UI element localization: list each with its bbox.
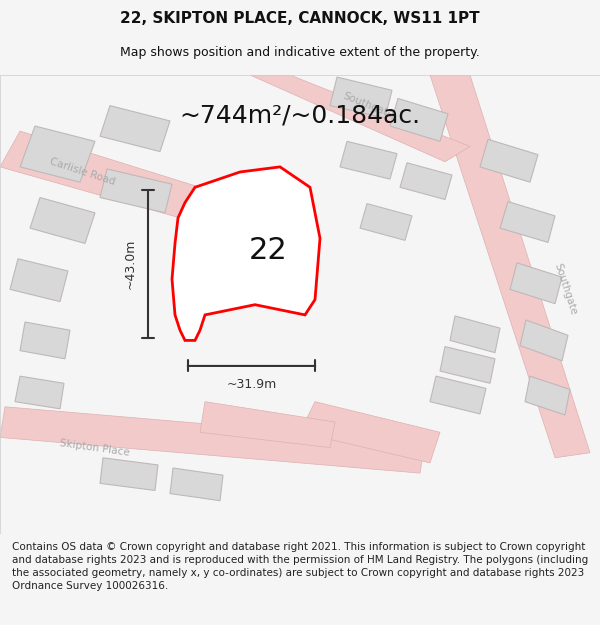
Polygon shape (30, 198, 95, 243)
Polygon shape (390, 99, 448, 141)
Polygon shape (450, 316, 500, 352)
Polygon shape (172, 167, 320, 341)
Polygon shape (200, 402, 335, 448)
Polygon shape (180, 188, 275, 238)
Polygon shape (215, 182, 265, 238)
Text: Contains OS data © Crown copyright and database right 2021. This information is : Contains OS data © Crown copyright and d… (12, 542, 588, 591)
Polygon shape (0, 131, 200, 218)
Polygon shape (480, 139, 538, 182)
Text: Map shows position and indicative extent of the property.: Map shows position and indicative extent… (120, 46, 480, 59)
Polygon shape (360, 204, 412, 241)
Text: 22, SKIPTON PLACE, CANNOCK, WS11 1PT: 22, SKIPTON PLACE, CANNOCK, WS11 1PT (120, 11, 480, 26)
Text: ~43.0m: ~43.0m (124, 239, 137, 289)
Polygon shape (100, 458, 158, 491)
Polygon shape (500, 202, 555, 242)
Polygon shape (0, 407, 425, 473)
Text: Carlisle Road: Carlisle Road (48, 157, 116, 188)
Polygon shape (215, 251, 270, 302)
Text: Skipton Place: Skipton Place (59, 438, 131, 458)
Polygon shape (330, 77, 392, 118)
Polygon shape (340, 141, 397, 179)
Polygon shape (20, 126, 95, 182)
Polygon shape (10, 259, 68, 302)
Polygon shape (170, 468, 223, 501)
Polygon shape (510, 263, 562, 304)
Polygon shape (15, 376, 64, 409)
Text: 22: 22 (248, 236, 287, 265)
Polygon shape (525, 376, 570, 415)
Text: ~744m²/~0.184ac.: ~744m²/~0.184ac. (179, 104, 421, 128)
Text: ~31.9m: ~31.9m (226, 378, 277, 391)
Polygon shape (100, 106, 170, 151)
Polygon shape (250, 75, 470, 162)
Polygon shape (430, 75, 590, 458)
Polygon shape (20, 322, 70, 359)
Text: Southgate: Southgate (341, 91, 395, 121)
Polygon shape (520, 320, 568, 361)
Polygon shape (100, 169, 172, 212)
Polygon shape (300, 402, 440, 463)
Polygon shape (430, 376, 486, 414)
Text: Southgate: Southgate (552, 262, 578, 316)
Polygon shape (400, 162, 452, 199)
Polygon shape (440, 346, 495, 383)
